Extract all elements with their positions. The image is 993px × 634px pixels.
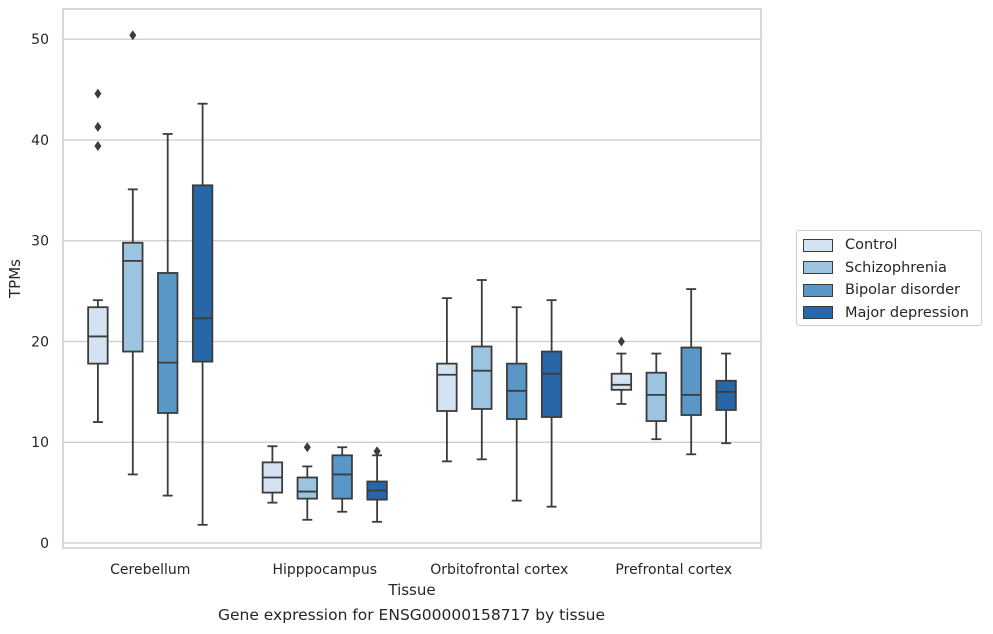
plot-frame bbox=[62, 8, 762, 549]
box-cerebellum-schizophrenia bbox=[122, 30, 144, 476]
box-prefrontal-cortex-bipolar-disorder bbox=[680, 288, 702, 456]
box-cerebellum-bipolar-disorder bbox=[157, 133, 179, 497]
box-orbitofrontal-cortex-major-depression bbox=[540, 299, 563, 508]
legend-swatch-control bbox=[803, 238, 833, 252]
box-prefrontal-cortex-bipolar-disorder-iqr bbox=[680, 346, 702, 416]
y-axis-label: TPMs bbox=[6, 259, 24, 299]
legend-swatch-schizophrenia bbox=[803, 261, 833, 275]
legend-item-schizophrenia: Schizophrenia bbox=[803, 257, 981, 280]
box-prefrontal-cortex-major-depression bbox=[715, 352, 737, 445]
x-tick-labels: Cerebellum Hipppocampus Orbitofrontal cort… bbox=[110, 562, 732, 578]
box-prefrontal-cortex-control bbox=[610, 336, 633, 405]
y-tick-label-50: 50 bbox=[31, 32, 49, 48]
box-orbitofrontal-cortex-bipolar-disorder bbox=[506, 306, 528, 502]
box-orbitofrontal-cortex-control bbox=[436, 297, 458, 463]
box-cerebellum-major-depression-iqr bbox=[191, 184, 214, 363]
box-orbitofrontal-cortex-major-depression-iqr bbox=[540, 350, 563, 418]
y-tick-label-0: 0 bbox=[40, 536, 49, 552]
box-cerebellum-control bbox=[87, 88, 109, 423]
box-cerebellum-control-outlier-1 bbox=[94, 121, 102, 132]
box-hipppocampus-control bbox=[261, 445, 284, 504]
box-cerebellum-control-outlier-2 bbox=[94, 88, 102, 99]
box-cerebellum-schizophrenia-iqr bbox=[122, 241, 144, 353]
y-tick-labels: 0 10 20 30 40 50 bbox=[31, 32, 49, 552]
box-orbitofrontal-cortex-schizophrenia bbox=[471, 279, 493, 461]
box-prefrontal-cortex-schizophrenia-iqr bbox=[645, 371, 667, 422]
x-axis-label: Tissue bbox=[387, 581, 435, 599]
legend: Control Schizophrenia Bipolar disorder M… bbox=[796, 230, 982, 326]
x-tick-label-hipppocampus: Hipppocampus bbox=[272, 562, 377, 578]
box-hipppocampus-bipolar-disorder-iqr bbox=[331, 454, 353, 500]
legend-label-control: Control bbox=[845, 237, 898, 254]
box-hipppocampus-major-depression-outlier-0 bbox=[373, 446, 381, 457]
box-cerebellum-control-iqr bbox=[87, 306, 109, 365]
legend-swatch-bipolar-disorder bbox=[803, 283, 833, 297]
box-hipppocampus-bipolar-disorder bbox=[331, 446, 353, 513]
box-prefrontal-cortex-control-outlier-0 bbox=[617, 336, 625, 347]
legend-label-schizophrenia: Schizophrenia bbox=[845, 259, 947, 276]
x-tick-label-prefrontal-cortex: Prefrontal cortex bbox=[615, 562, 732, 578]
box-hipppocampus-schizophrenia-outlier-0 bbox=[303, 442, 311, 453]
box-prefrontal-cortex-schizophrenia bbox=[645, 352, 667, 441]
box-cerebellum-control-outlier-0 bbox=[94, 141, 102, 152]
boxes bbox=[87, 30, 737, 526]
gridlines bbox=[63, 38, 761, 544]
legend-label-bipolar-disorder: Bipolar disorder bbox=[845, 282, 960, 299]
legend-item-control: Control bbox=[803, 234, 981, 257]
box-hipppocampus-schizophrenia-iqr bbox=[296, 476, 318, 500]
box-orbitofrontal-cortex-control-iqr bbox=[436, 362, 458, 412]
legend-label-major-depression: Major depression bbox=[845, 304, 969, 321]
legend-item-major-depression: Major depression bbox=[803, 302, 981, 325]
box-hipppocampus-schizophrenia bbox=[296, 442, 318, 521]
x-tick-label-cerebellum: Cerebellum bbox=[110, 562, 190, 578]
y-tick-label-10: 10 bbox=[31, 435, 49, 451]
box-cerebellum-schizophrenia-outlier-0 bbox=[129, 30, 137, 41]
box-hipppocampus-major-depression bbox=[366, 446, 388, 523]
x-tick-label-orbitofrontal-cortex: Orbitofrontal cortex bbox=[430, 562, 568, 578]
y-tick-label-40: 40 bbox=[31, 133, 49, 149]
box-prefrontal-cortex-control-iqr bbox=[610, 372, 633, 391]
box-orbitofrontal-cortex-schizophrenia-iqr bbox=[471, 345, 493, 410]
legend-item-bipolar-disorder: Bipolar disorder bbox=[803, 279, 981, 302]
legend-swatch-major-depression bbox=[803, 306, 833, 320]
y-tick-label-20: 20 bbox=[31, 334, 49, 350]
chart-caption: Gene expression for ENSG00000158717 by t… bbox=[217, 606, 606, 624]
box-prefrontal-cortex-major-depression-iqr bbox=[715, 379, 737, 411]
y-tick-label-30: 30 bbox=[31, 234, 49, 250]
box-cerebellum-bipolar-disorder-iqr bbox=[157, 272, 179, 414]
box-cerebellum-major-depression bbox=[191, 102, 214, 526]
